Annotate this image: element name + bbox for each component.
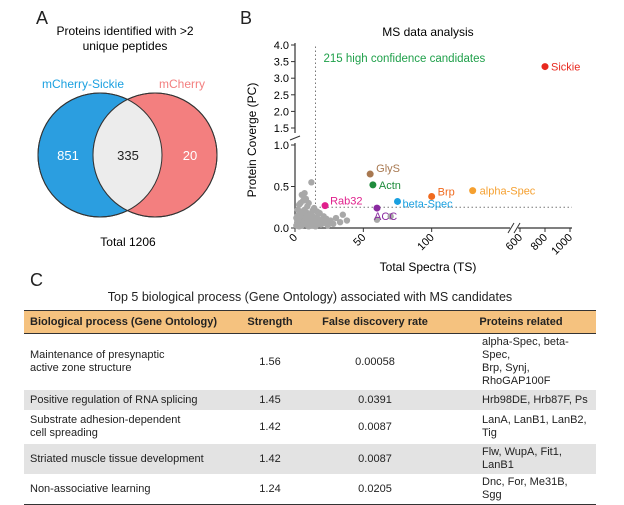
point-label-glys: GlyS bbox=[376, 163, 400, 175]
x-axis-break-mark-1 bbox=[507, 222, 515, 234]
y-axis-break-mark bbox=[289, 135, 301, 141]
venn-left-label: mCherry-Sickie bbox=[42, 77, 124, 91]
table-row: Positive regulation of RNA splicing 1.45… bbox=[24, 390, 596, 410]
grey-data-point bbox=[324, 222, 331, 229]
y-tick-label: 4.0 bbox=[274, 40, 289, 52]
row-fdr: 0.0391 bbox=[304, 390, 446, 410]
grey-data-point bbox=[343, 217, 351, 224]
labeled-point-sickie bbox=[541, 63, 549, 71]
grey-data-point bbox=[373, 216, 381, 223]
venn-left-count: 851 bbox=[57, 148, 79, 163]
y-tick-label: 1.0 bbox=[274, 140, 289, 152]
row-proteins: Hrb98DE, Hrb87F, Ps bbox=[446, 390, 596, 410]
table-row: Substrate adhesion-dependent cell spread… bbox=[24, 410, 596, 444]
row-fdr: 0.0087 bbox=[358, 420, 392, 433]
grey-data-point bbox=[301, 189, 308, 197]
y-tick-label: 2.0 bbox=[274, 106, 289, 118]
row-process: Positive regulation of RNA splicing bbox=[24, 390, 236, 410]
scatter-plot: MS data analysis 0.0 0.5 1.0 1.5 2.0 2.5 3.0 3.5… bbox=[245, 25, 580, 274]
row-strength: 1.45 bbox=[236, 390, 304, 410]
y-tick-label: 0.0 bbox=[274, 223, 289, 235]
point-label-rab32: Rab32 bbox=[330, 196, 362, 208]
y-tick-label: 3.5 bbox=[274, 57, 289, 69]
venn-title-line1: Proteins identified with >2 bbox=[56, 24, 193, 38]
point-label-sickie: Sickie bbox=[551, 62, 580, 74]
grey-data-point bbox=[297, 199, 304, 207]
grey-data-point bbox=[294, 206, 301, 213]
row-strength: 1.42 bbox=[236, 444, 304, 474]
grey-data-point bbox=[308, 179, 315, 186]
x-tick-label: 0 bbox=[287, 232, 300, 245]
grey-data-point bbox=[304, 203, 311, 210]
header-process: Biological process (Gene Ontology) bbox=[24, 310, 236, 334]
venn-total: Total 1206 bbox=[100, 235, 156, 249]
row-fdr: 0.0205 bbox=[304, 474, 446, 505]
venn-overlap-region bbox=[93, 93, 162, 217]
table-row: Maintenance of presynaptic active zone s… bbox=[24, 334, 596, 391]
header-strength: Strength bbox=[236, 310, 304, 334]
y-tick-label: 2.5 bbox=[274, 90, 289, 102]
header-proteins: Proteins related bbox=[446, 310, 596, 334]
grey-data-point bbox=[330, 220, 337, 228]
row-strength: 1.56 bbox=[259, 355, 281, 368]
x-tick-label: 800 bbox=[529, 232, 550, 253]
row-process: Substrate adhesion-dependent cell spread… bbox=[30, 414, 181, 439]
labeled-point-alpha-spec bbox=[469, 187, 477, 195]
labeled-point-beta-spec bbox=[394, 197, 401, 205]
row-fdr: 0.0087 bbox=[304, 444, 446, 474]
point-label-brp: Brp bbox=[438, 186, 455, 198]
row-proteins: LanA, LanB1, LanB2, Tig bbox=[482, 414, 587, 439]
chart-title: MS data analysis bbox=[382, 25, 473, 39]
x-tick-label: 1000 bbox=[549, 232, 575, 258]
point-label-beta-spec: beta-Spec bbox=[403, 198, 454, 210]
grey-data-point bbox=[293, 214, 300, 222]
table-row: Striated muscle tissue development 1.42 … bbox=[24, 444, 596, 474]
grey-data-point bbox=[316, 209, 323, 217]
labeled-point-rab32 bbox=[321, 202, 329, 210]
header-fdr: False discovery rate bbox=[304, 310, 446, 334]
row-strength: 1.42 bbox=[259, 420, 281, 433]
table-row: Non-associative learning 1.24 0.0205 Dnc… bbox=[24, 474, 596, 505]
annotation-high-confidence: 215 high confidence candidates bbox=[324, 53, 486, 65]
labeled-point-acc bbox=[373, 204, 381, 212]
venn-right-label: mCherry bbox=[159, 77, 205, 91]
grey-data-point bbox=[336, 218, 344, 226]
x-tick-label: 600 bbox=[504, 232, 525, 253]
labeled-point-brp bbox=[428, 192, 436, 200]
x-tick-label: 100 bbox=[415, 232, 436, 253]
x-axis-break-mark-2 bbox=[513, 222, 521, 234]
row-strength: 1.24 bbox=[236, 474, 304, 505]
point-label-acc: ACC bbox=[374, 211, 397, 223]
venn-title-line2: unique peptides bbox=[83, 39, 168, 53]
row-proteins: Flw, WupA, Fit1, LanB1 bbox=[446, 444, 596, 474]
row-process: Maintenance of presynaptic active zone s… bbox=[30, 349, 165, 374]
panel-c-letter: C bbox=[30, 270, 43, 290]
panel-a-letter: A bbox=[36, 8, 49, 28]
x-tick-label: 50 bbox=[351, 232, 368, 249]
row-fdr: 0.00058 bbox=[355, 355, 395, 368]
grey-data-point bbox=[387, 213, 394, 220]
point-label-alpha-spec: alpha-Spec bbox=[480, 186, 536, 198]
point-label-actn: Actn bbox=[379, 180, 401, 192]
y-tick-label: 3.0 bbox=[274, 73, 289, 85]
venn-diagram: Proteins identified with >2 unique pepti… bbox=[37, 24, 218, 249]
x-axis-label: Total Spectra (TS) bbox=[380, 260, 477, 274]
grey-data-point bbox=[332, 214, 340, 222]
labeled-point-glys bbox=[366, 170, 374, 178]
row-proteins: Dnc, For, Me31B, Sgg bbox=[446, 474, 596, 505]
y-axis-label: Protein Coverge (PC) bbox=[245, 83, 259, 198]
row-process: Striated muscle tissue development bbox=[24, 444, 236, 474]
grey-data-point bbox=[339, 211, 347, 218]
panel-b-letter: B bbox=[240, 8, 253, 28]
labeled-point-actn bbox=[369, 181, 377, 189]
y-tick-label: 0.5 bbox=[274, 182, 289, 194]
venn-overlap-count: 335 bbox=[117, 148, 139, 163]
venn-right-count: 20 bbox=[183, 148, 197, 163]
table-header-row: Biological process (Gene Ontology) Stren… bbox=[24, 310, 596, 334]
row-process: Non-associative learning bbox=[24, 474, 236, 505]
row-proteins: alpha-Spec, beta-Spec, Brp, Synj, RhoGAP… bbox=[482, 336, 569, 387]
table-title: Top 5 biological process (Gene Ontology)… bbox=[107, 290, 513, 304]
y-tick-label: 1.5 bbox=[274, 123, 289, 135]
